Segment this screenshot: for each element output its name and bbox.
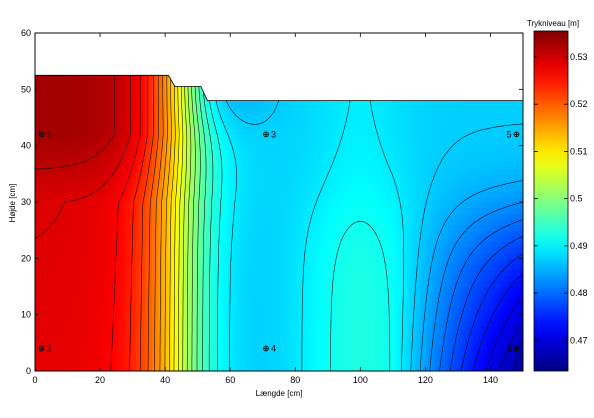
colorbar-tick-label: 0.47	[570, 335, 588, 345]
colorbar-tick-label: 0.53	[570, 52, 588, 62]
probe-label-5: 5	[506, 129, 511, 139]
colorbar-label: Trykniveau [m]	[527, 19, 579, 28]
probe-2: 2	[38, 343, 52, 353]
y-tick-label: 50	[21, 84, 31, 94]
x-tick-label: 120	[418, 375, 433, 385]
colorbar-ticks: 0.47 0.48 0.49 0.5 0.51 0.52 0.53	[534, 52, 588, 345]
probe-4: 4	[263, 343, 276, 353]
colorbar-tick-label: 0.48	[570, 288, 588, 298]
y-tick-label: 0	[26, 366, 31, 376]
probe-label-1: 1	[47, 129, 52, 139]
probe-label-3: 3	[271, 129, 276, 139]
probe-5: 5	[506, 129, 520, 139]
x-tick-label: 0	[32, 375, 37, 385]
y-tick-label: 30	[21, 197, 31, 207]
colorbar-tick-label: 0.5	[570, 194, 583, 204]
probe-label-4: 4	[271, 343, 276, 353]
x-tick-label: 60	[225, 375, 235, 385]
isoline-set	[35, 75, 523, 372]
contour-lines	[35, 75, 523, 372]
x-tick-label: 80	[290, 375, 300, 385]
y-axis-label: Højde [cm]	[8, 184, 17, 223]
probe-markers: 1 2 3 4 5 6	[38, 129, 520, 353]
colorbar-tick-label: 0.52	[570, 99, 588, 109]
x-axis-label: Længde [cm]	[256, 389, 303, 398]
x-tick-label: 40	[160, 375, 170, 385]
probe-6: 6	[506, 343, 520, 353]
probe-1: 1	[38, 129, 52, 139]
y-tick-label: 60	[21, 28, 31, 38]
contour-field	[35, 75, 523, 372]
x-tick-label: 140	[483, 375, 498, 385]
x-tick-label: 100	[353, 375, 368, 385]
probe-label-2: 2	[47, 343, 52, 353]
y-tick-label: 20	[21, 253, 31, 263]
y-tick-label: 40	[21, 141, 31, 151]
probe-label-6: 6	[506, 343, 511, 353]
probe-3: 3	[263, 129, 276, 139]
plot-frame	[34, 32, 524, 372]
axes: 0 20 40 60 80 100 120 140 0 10 20 30 40 50 60	[21, 28, 524, 385]
y-tick-label: 10	[21, 310, 31, 320]
colorbar-tick-label: 0.51	[570, 146, 588, 156]
colorbar	[533, 30, 569, 372]
colorbar-tick-label: 0.49	[570, 241, 588, 251]
x-tick-label: 20	[95, 375, 105, 385]
